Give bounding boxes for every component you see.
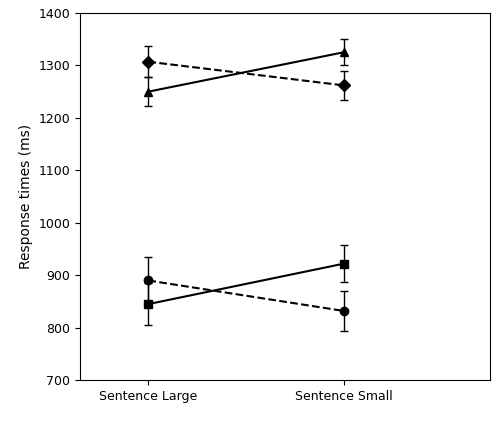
Y-axis label: Response times (ms): Response times (ms) <box>19 124 33 269</box>
